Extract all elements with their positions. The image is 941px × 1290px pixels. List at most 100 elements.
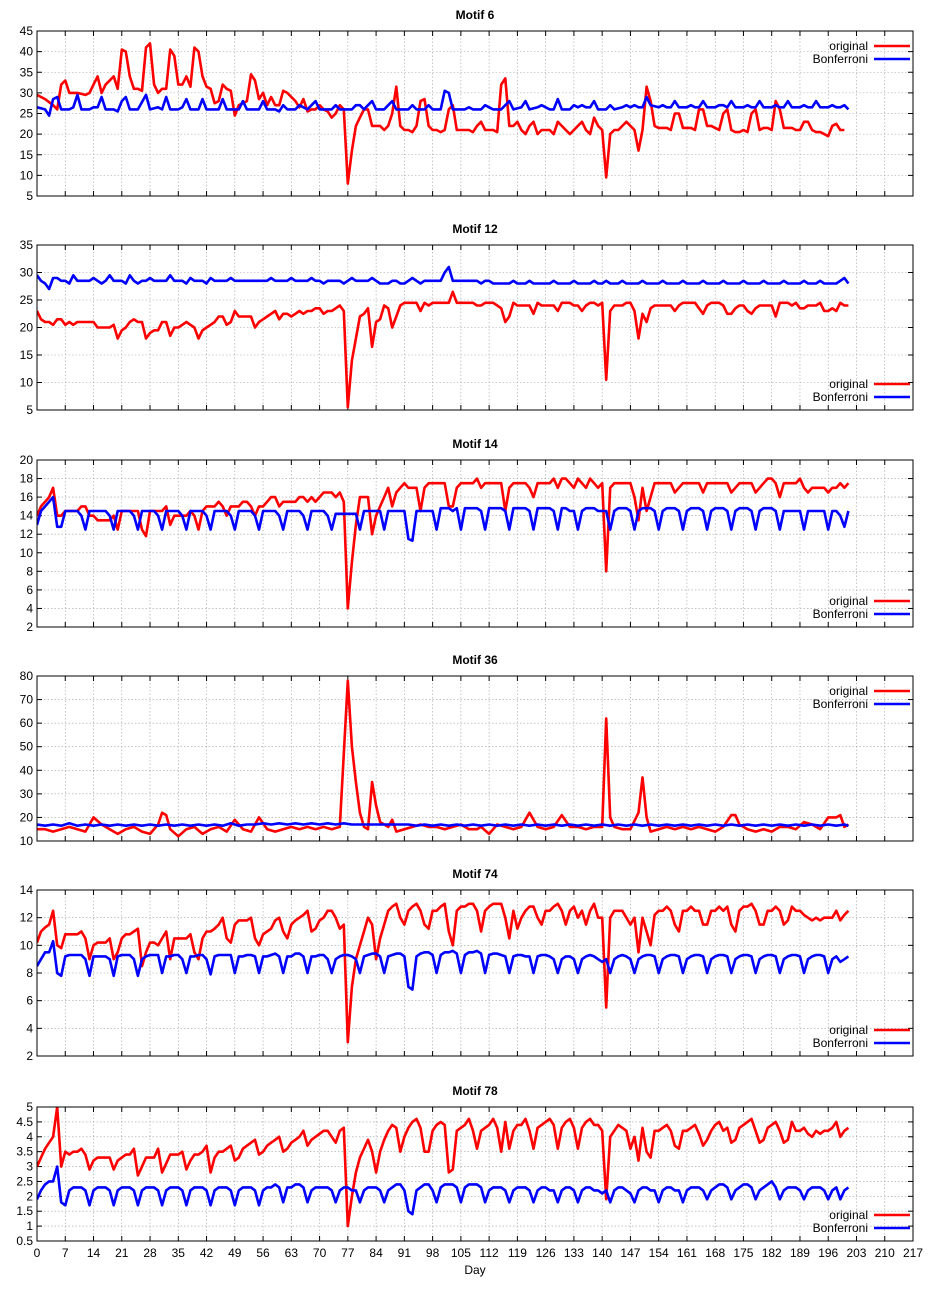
y-tick-label: 16 (20, 490, 34, 504)
series-line-original (37, 679, 850, 838)
y-tick-label: 3 (26, 1160, 33, 1174)
x-tick-label: 7 (62, 1246, 69, 1260)
y-tick-label: 15 (20, 148, 34, 162)
y-tick-label: 1 (26, 1219, 33, 1233)
y-tick-label: 40 (20, 763, 34, 777)
y-tick-label: 0.5 (16, 1234, 33, 1248)
y-tick-label: 10 (20, 168, 34, 182)
y-tick-label: 2 (26, 620, 33, 634)
y-tick-label: 14 (20, 883, 34, 897)
y-tick-label: 40 (20, 45, 34, 59)
plot-frame (36, 244, 914, 411)
series-line-bonferroni (37, 265, 850, 291)
y-tick-label: 6 (26, 994, 33, 1008)
y-tick-label: 2 (26, 1049, 33, 1063)
x-tick-label: 112 (480, 1246, 499, 1260)
y-tick-label: 80 (20, 669, 34, 683)
y-tick-label: 8 (26, 966, 33, 980)
series-line-bonferroni (37, 939, 850, 991)
y-tick-label: 30 (20, 86, 34, 100)
series-line-bonferroni (37, 495, 850, 542)
plot-frame (36, 1106, 914, 1242)
legend-label: Bonferroni (813, 52, 868, 66)
series-line-original (37, 42, 845, 185)
chart-title: Motif 74 (452, 867, 498, 881)
legend-label: Bonferroni (813, 1036, 868, 1050)
chart-title: Motif 14 (452, 437, 498, 451)
y-tick-label: 45 (20, 24, 34, 38)
y-tick-label: 30 (20, 266, 34, 280)
y-tick-label: 60 (20, 716, 34, 730)
x-tick-label: 84 (369, 1246, 383, 1260)
y-tick-label: 5 (26, 403, 33, 417)
x-tick-label: 168 (705, 1246, 725, 1260)
series-line-original (37, 290, 849, 409)
y-tick-label: 20 (20, 453, 34, 467)
chart-panel-1: 5 10 15 20 25 30 35 40 45 Motif 6 originalBonferro… (20, 8, 914, 203)
x-tick-label: 203 (846, 1246, 866, 1260)
x-tick-label: 49 (228, 1246, 242, 1260)
plot-frame (36, 459, 914, 628)
grid (37, 676, 913, 841)
x-tick-label: 210 (875, 1246, 895, 1260)
x-tick-label: 189 (790, 1246, 810, 1260)
x-tick-label: 105 (451, 1246, 471, 1260)
x-tick-label: 196 (818, 1246, 838, 1260)
y-tick-label: 10 (20, 938, 34, 952)
y-tick-label: 15 (20, 348, 34, 362)
y-tick-label: 25 (20, 293, 34, 307)
series-line-original (37, 477, 850, 610)
chart-title: Motif 12 (452, 222, 498, 236)
legend-label: original (829, 594, 868, 608)
y-tick-label: 5 (26, 1100, 33, 1114)
x-tick-label: 126 (536, 1246, 556, 1260)
x-tick-label: 175 (733, 1246, 753, 1260)
legend-label: original (829, 1023, 868, 1037)
y-tick-label: 4 (26, 601, 33, 615)
y-tick-label: 20 (20, 321, 34, 335)
chart-panel-4: 10 20 30 40 50 60 70 80 Motif 36 originalBonferro… (20, 653, 914, 848)
legend-label: original (829, 39, 868, 53)
x-tick-label: 0 (34, 1246, 41, 1260)
y-tick-label: 70 (20, 693, 34, 707)
y-tick-label: 25 (20, 107, 34, 121)
series-line-bonferroni (37, 822, 849, 827)
series-line-bonferroni (37, 89, 850, 117)
x-tick-label: 42 (200, 1246, 214, 1260)
y-tick-label: 4 (26, 1130, 33, 1144)
grid (37, 460, 913, 627)
plot-frame (36, 30, 914, 197)
plot-frame (36, 675, 914, 842)
x-tick-label: 91 (398, 1246, 412, 1260)
x-tick-label: 161 (677, 1246, 697, 1260)
y-tick-label: 4 (26, 1021, 33, 1035)
y-tick-label: 5 (26, 189, 33, 203)
x-tick-label: 217 (903, 1246, 923, 1260)
y-tick-label: 50 (20, 740, 34, 754)
x-axis-label: Day (464, 1263, 485, 1277)
legend-label: Bonferroni (813, 390, 868, 404)
y-tick-label: 2 (26, 1189, 33, 1203)
x-tick-label: 56 (256, 1246, 270, 1260)
y-tick-label: 20 (20, 810, 34, 824)
plot-frame (36, 889, 914, 1057)
x-tick-label: 140 (592, 1246, 612, 1260)
chart-panel-3: 2 4 6 8 10 12 14 16 18 20 Motif 14 originalBonferro… (20, 437, 914, 634)
x-tick-label: 147 (620, 1246, 640, 1260)
y-tick-label: 1.5 (16, 1204, 33, 1218)
y-tick-label: 35 (20, 238, 34, 252)
legend-label: original (829, 684, 868, 698)
y-tick-label: 20 (20, 127, 34, 141)
legend-label: Bonferroni (813, 697, 868, 711)
chart-title: Motif 78 (452, 1084, 498, 1098)
x-tick-label: 182 (762, 1246, 782, 1260)
y-tick-label: 12 (20, 527, 34, 541)
chart-title: Motif 36 (452, 653, 498, 667)
series-line-original (37, 902, 850, 1044)
